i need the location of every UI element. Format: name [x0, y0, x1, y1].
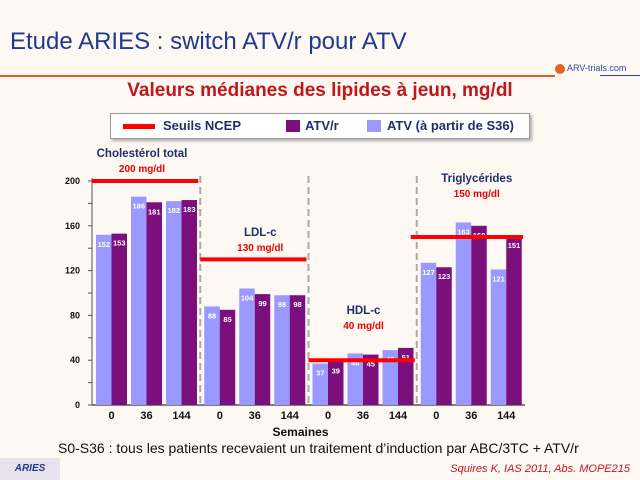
bar-atv-label: 163 [457, 227, 470, 236]
x-tick-label: 144 [172, 410, 191, 422]
bar-atv-r-label: 153 [113, 239, 126, 248]
bar-atv-label: 121 [492, 274, 505, 283]
chart-title: Valeurs médianes des lipides à jeun, mg/… [127, 80, 513, 101]
bar-atv [131, 196, 147, 405]
group-title: LDL-c [244, 227, 277, 239]
y-tick-label: 0 [75, 400, 80, 410]
bar-atv-label: 88 [208, 311, 216, 320]
bar-atv [490, 269, 507, 405]
bar-atv-label: 152 [97, 240, 110, 249]
bar-atv [382, 350, 398, 405]
bar-atv-r [328, 361, 344, 405]
group-title: Triglycérides [441, 173, 512, 185]
threshold-label: 40 mg/dl [343, 321, 384, 332]
bar-atv [166, 201, 182, 405]
group-title: Cholestérol total [97, 148, 188, 160]
x-tick-label: 0 [325, 410, 331, 422]
bar-atv-r-label: 85 [223, 315, 231, 324]
bar-atv-label: 182 [167, 206, 180, 215]
legend-atv-swatch [367, 120, 381, 132]
bar-atv-r [111, 233, 127, 405]
x-tick-label: 0 [108, 410, 114, 422]
bar-atv-r-label: 51 [402, 353, 410, 362]
y-tick-label: 200 [65, 176, 80, 186]
bar-atv [274, 295, 290, 405]
legend-threshold-swatch [123, 124, 155, 129]
legend: Seuils NCEP ATV/r ATV (à partir de S36) [110, 113, 530, 139]
bar-atv-r-label: 151 [508, 241, 521, 250]
legend-atv-r-swatch [286, 120, 300, 132]
pill-icon [555, 63, 565, 74]
bar-atv [312, 363, 328, 405]
bar-atv-r [506, 235, 522, 405]
reference: Squires K, IAS 2011, Abs. MOPE215 [450, 463, 630, 475]
legend-threshold: Seuils NCEP [163, 118, 242, 133]
x-tick-label: 0 [217, 410, 223, 422]
y-tick-label: 160 [65, 221, 80, 231]
bar-atv-label: 46 [351, 358, 359, 367]
bar-atv-r-label: 183 [183, 205, 196, 214]
bar-atv-r-label: 45 [367, 360, 375, 369]
y-tick-label: 120 [65, 266, 80, 276]
bar-atv [239, 288, 255, 405]
bar-atv-r [289, 295, 306, 405]
bar-atv-r-label: 98 [293, 300, 301, 309]
bar-atv-r [219, 309, 236, 405]
bar-atv-r-label: 123 [438, 272, 451, 281]
bar-atv [204, 306, 220, 405]
bar-atv-r-label: 39 [332, 366, 340, 375]
legend-atv: ATV (à partir de S36) [387, 118, 514, 133]
logo-text: ARV-trials.com [567, 63, 627, 73]
y-tick-label: 80 [70, 310, 80, 320]
bar-atv-label: 127 [422, 268, 435, 277]
x-tick-label: 36 [465, 410, 477, 422]
x-axis-title: Semaines [272, 425, 328, 439]
bar-atv-r [363, 354, 379, 405]
bar-atv-r [254, 294, 271, 405]
x-tick-label: 36 [357, 410, 369, 422]
study-badge: ARIES [0, 458, 60, 480]
bar-atv-label: 104 [241, 294, 254, 303]
bar-atv [96, 234, 112, 405]
x-tick-label: 36 [140, 410, 152, 422]
bar-atv [347, 353, 363, 405]
bar-atv [455, 222, 472, 405]
threshold-label: 200 mg/dl [119, 164, 165, 175]
x-tick-label: 144 [497, 410, 516, 422]
logo: ARV-trials.com [555, 63, 626, 74]
bar-atv-r [181, 200, 197, 405]
bar-atv-label: 37 [316, 369, 324, 378]
threshold-label: 130 mg/dl [237, 243, 283, 254]
group-title: HDL-c [347, 305, 381, 317]
bar-atv-r [146, 202, 162, 405]
bar-atv-label: 98 [278, 300, 286, 309]
x-tick-label: 144 [281, 410, 300, 422]
x-tick-label: 0 [433, 410, 439, 422]
x-tick-label: 36 [249, 410, 261, 422]
bar-atv-r-label: 181 [148, 207, 161, 216]
divider [0, 75, 555, 77]
divider [600, 75, 640, 76]
bar-atv [420, 262, 437, 405]
x-tick-label: 144 [389, 410, 408, 422]
bar-atv-label: 186 [132, 202, 145, 211]
bar-atv-r [471, 225, 487, 405]
bar-atv-r [436, 267, 452, 405]
y-tick-label: 40 [70, 355, 80, 365]
slide-title: Etude ARIES : switch ATV/r pour ATV [10, 28, 407, 55]
threshold-label: 150 mg/dl [454, 189, 500, 200]
footnote: S0-S36 : tous les patients recevaient un… [58, 440, 579, 456]
bar-atv-r-label: 99 [258, 299, 266, 308]
legend-atv-r: ATV/r [305, 118, 339, 133]
